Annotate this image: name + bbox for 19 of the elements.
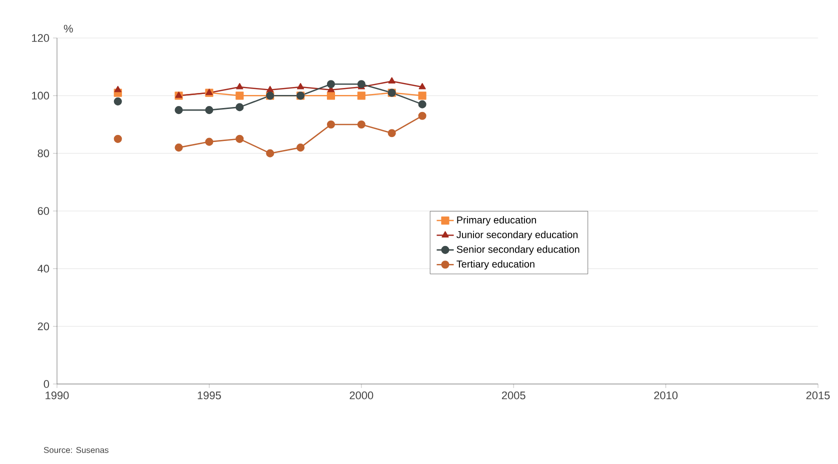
legend-label: Junior secondary education: [456, 230, 578, 240]
legend-label: Tertiary education: [456, 260, 534, 270]
x-tick-label: 2015: [806, 392, 830, 400]
y-tick-label: 120: [32, 34, 50, 42]
legend-label: Primary education: [457, 216, 536, 226]
x-tick-label: 2000: [350, 392, 374, 400]
source-note: Source: Susenas: [44, 447, 108, 453]
legend-label: Senior secondary education: [456, 246, 580, 255]
y-axis-title: %: [64, 24, 73, 32]
x-tick-label: 1995: [198, 392, 221, 400]
x-tick-label: 2005: [502, 392, 526, 400]
y-tick-label: 40: [38, 264, 50, 273]
y-tick-label: 20: [38, 322, 50, 330]
x-tick-label: 1990: [46, 392, 69, 400]
y-tick-label: 80: [38, 149, 50, 158]
y-tick-label: 0: [44, 380, 50, 388]
y-tick-label: 60: [38, 207, 50, 215]
x-tick-label: 2010: [654, 392, 678, 400]
y-tick-label: 100: [32, 92, 50, 100]
